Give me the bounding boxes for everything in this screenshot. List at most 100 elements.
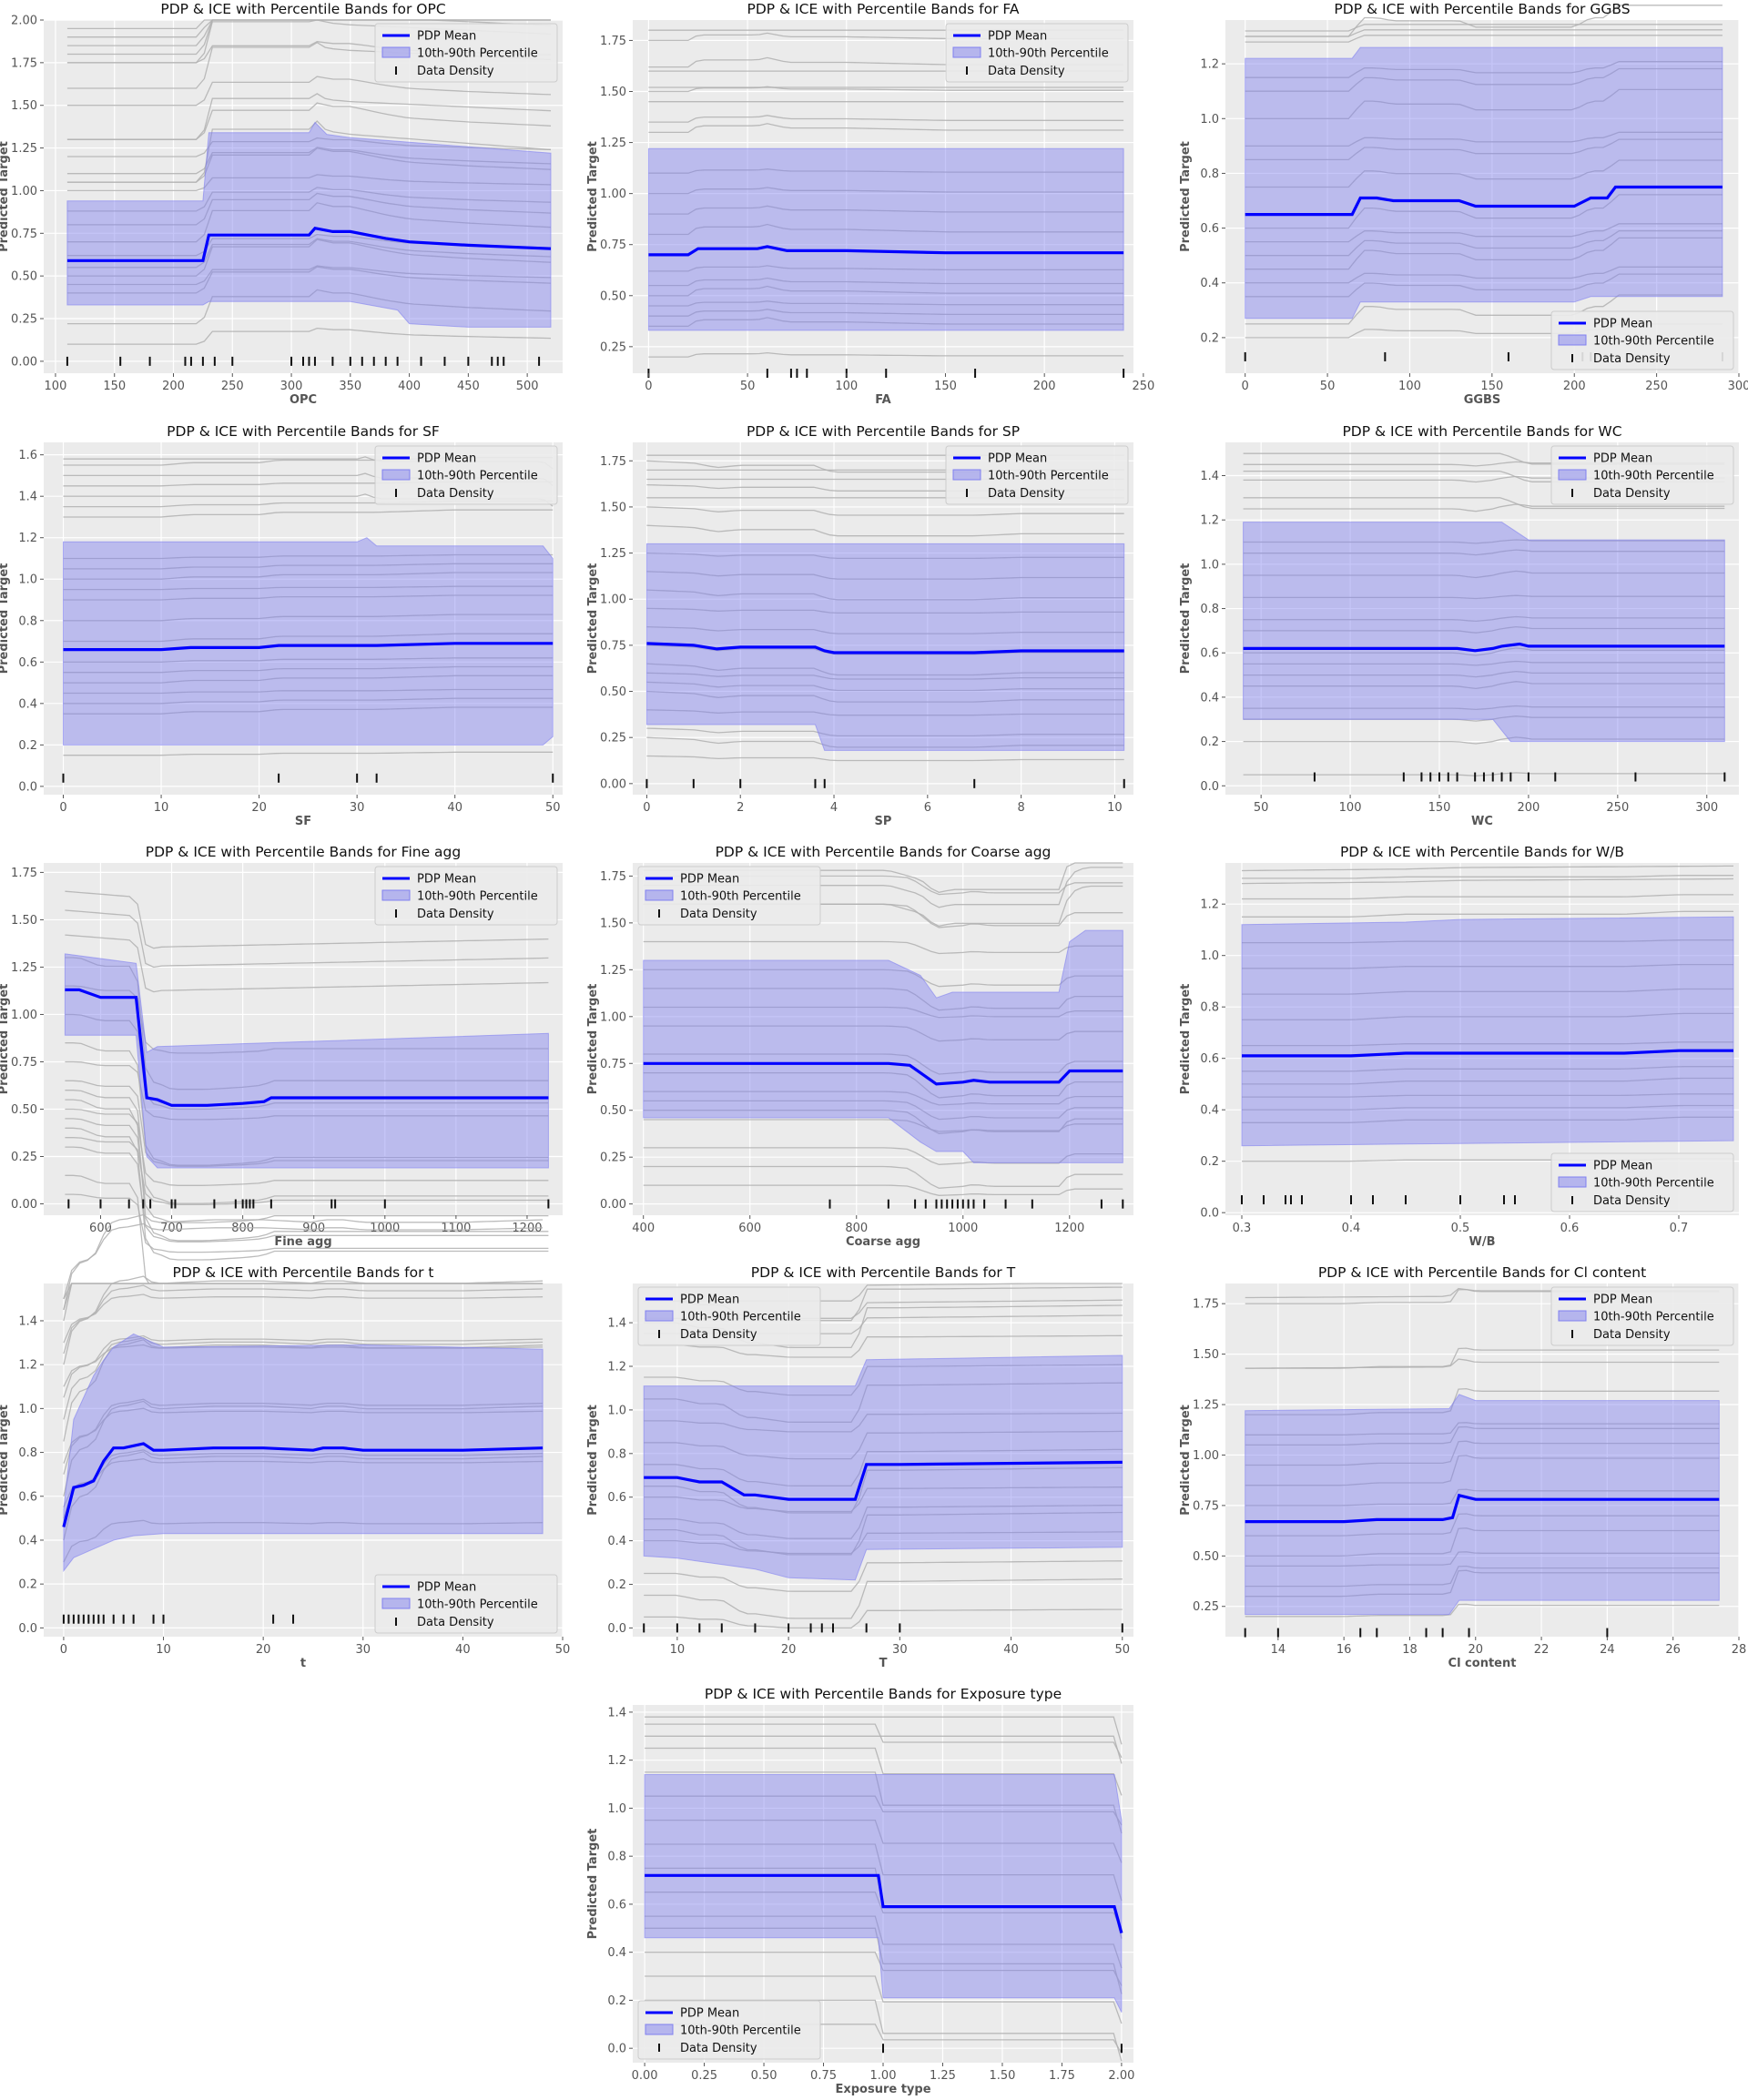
ice-line	[644, 1608, 1123, 1629]
ice-line	[644, 1511, 1123, 1556]
ice-line	[66, 238, 552, 277]
legend-mean-label: PDP Mean	[1593, 1160, 1652, 1173]
x-tick-label: 10	[154, 801, 169, 815]
ice-line	[66, 265, 552, 286]
y-tick-label: 0.6	[607, 1898, 626, 1912]
ice-line	[1245, 294, 1723, 325]
pdp-mean-line	[62, 1442, 544, 1527]
x-tick-label: 250	[221, 380, 244, 393]
ice-line	[63, 553, 554, 560]
ice-line	[646, 736, 1124, 748]
data-density-rug	[828, 1199, 1124, 1209]
legend-mean-label: PDP Mean	[417, 1581, 476, 1595]
ice-line	[643, 988, 1123, 1011]
legend-band-swatch	[645, 889, 674, 901]
legend: PDP Mean 10th-90th Percentile Data Density	[374, 445, 558, 505]
legend-density-label: Data Density	[680, 1328, 757, 1342]
pdp-mean-line	[66, 226, 552, 262]
legend-density-label: Data Density	[417, 65, 494, 78]
ice-line	[1245, 29, 1723, 37]
legend-box	[1550, 310, 1734, 370]
ice-lines	[1245, 1287, 1720, 1618]
y-tick-label: 1.2	[18, 1359, 37, 1373]
ice-line	[66, 76, 552, 107]
chart-title: PDP & ICE with Percentile Bands for Cl c…	[1318, 1264, 1646, 1281]
y-tick-label: 0.25	[11, 313, 37, 327]
ice-line	[1243, 549, 1725, 556]
ice-line	[65, 1137, 549, 1205]
legend-density-label: Data Density	[988, 487, 1065, 501]
ice-line	[1245, 35, 1723, 43]
ice-line	[65, 890, 549, 949]
x-axis-label: Coarse agg	[846, 1235, 920, 1249]
percentile-band	[63, 1333, 544, 1573]
ice-line	[644, 1448, 1123, 1486]
ice-line	[644, 1466, 1123, 1514]
y-tick-label: 1.25	[1193, 1399, 1219, 1413]
legend-band-swatch	[952, 469, 981, 481]
y-tick-label: 1.50	[600, 86, 626, 99]
x-tick-label: 50	[1115, 1643, 1131, 1657]
y-tick-label: 1.2	[607, 1754, 626, 1768]
y-tick-label: 1.00	[1193, 1449, 1219, 1463]
chart-panel-opc: 100 150 200 250 300 350 400 450 500 0.00 0.25 0.50 0…	[0, 1, 563, 407]
y-tick-label: 0.25	[600, 732, 626, 746]
chart-panel-wc: 50 100 150 200 250 300 0.0 0.2 0.4 0.6 0.8 1.0 1.2 1.…	[1179, 423, 1739, 828]
x-tick-label: 1200	[1054, 1222, 1084, 1235]
ice-line	[1243, 503, 1725, 512]
ice-line	[63, 1398, 544, 1475]
legend-band-label: 10th-90th Percentile	[988, 47, 1109, 61]
data-density-rug	[1241, 1195, 1516, 1205]
x-axis-label: T	[879, 1657, 888, 1670]
ice-line	[1245, 1387, 1720, 1415]
y-axis-label: Predicted Target	[586, 1829, 600, 1940]
y-axis-label: Predicted Target	[0, 563, 11, 675]
legend-box	[637, 1286, 821, 1346]
x-axis-label: WC	[1471, 815, 1493, 828]
legend-box	[637, 2000, 821, 2060]
chart-title: PDP & ICE with Percentile Bands for W/B	[1340, 844, 1624, 860]
ice-line	[63, 1213, 544, 1311]
chart-panel-t: 10 20 30 40 50 0.0 0.2 0.4 0.6 0.8 1.0 1.2 1.4 PDP & …	[586, 1264, 1133, 1670]
ice-line	[648, 265, 1124, 272]
chart-panel-exposure-type: 0.00 0.25 0.50 0.75 1.00 1.25 1.50 1.75 2.00 0.0 0…	[586, 1686, 1134, 2096]
percentile-band	[643, 929, 1123, 1163]
x-tick-label: 8	[1017, 801, 1024, 815]
ice-line	[1242, 875, 1733, 879]
ice-lines	[63, 1213, 544, 1563]
x-tick-label: 6	[924, 801, 931, 815]
chart-panel-sp: 0 2 4 6 8 10 0.00 0.25 0.50 0.75 1.00 1.25 1.50 1.75 P…	[586, 423, 1133, 828]
ice-line	[1242, 1041, 1733, 1047]
ice-line	[646, 552, 1124, 560]
ice-line	[646, 571, 1124, 580]
y-tick-label: 1.2	[607, 1361, 626, 1375]
pdp-mean-line	[1245, 185, 1723, 217]
ice-line	[65, 1099, 549, 1242]
chart-panel-fa: 0 50 100 150 200 250 0.25 0.50 0.75 1.00 1.25 1.50 1…	[586, 1, 1154, 407]
ice-line	[645, 1723, 1123, 1759]
legend: PDP Mean 10th-90th Percentile Data Density	[374, 1574, 558, 1634]
x-tick-label: 700	[160, 1222, 183, 1235]
pdp-mean-line	[646, 642, 1124, 654]
x-tick-label: 250	[1132, 380, 1154, 393]
data-density-rug	[66, 356, 541, 366]
legend: PDP Mean 10th-90th Percentile Data Density	[1550, 1152, 1734, 1212]
legend-band-label: 10th-90th Percentile	[1593, 1177, 1714, 1191]
ice-line	[643, 1119, 1123, 1132]
y-axis-label: Predicted Target	[0, 984, 11, 1095]
x-tick-label: 150	[1480, 380, 1503, 393]
ice-line	[1245, 1603, 1720, 1618]
x-tick-label: 150	[103, 380, 126, 393]
legend-band-label: 10th-90th Percentile	[988, 470, 1109, 483]
ice-line	[63, 1293, 544, 1344]
y-tick-label: 1.2	[1200, 514, 1219, 528]
legend: PDP Mean 10th-90th Percentile Data Density	[637, 866, 821, 926]
y-tick-label: 0.8	[1200, 1001, 1219, 1015]
ice-line	[644, 1364, 1123, 1396]
ice-line	[644, 1531, 1123, 1555]
pdp-mean-line	[643, 1061, 1123, 1086]
ice-line	[1245, 138, 1723, 161]
y-tick-label: 0.75	[600, 238, 626, 252]
ice-line	[63, 585, 554, 591]
ice-line	[63, 509, 554, 518]
